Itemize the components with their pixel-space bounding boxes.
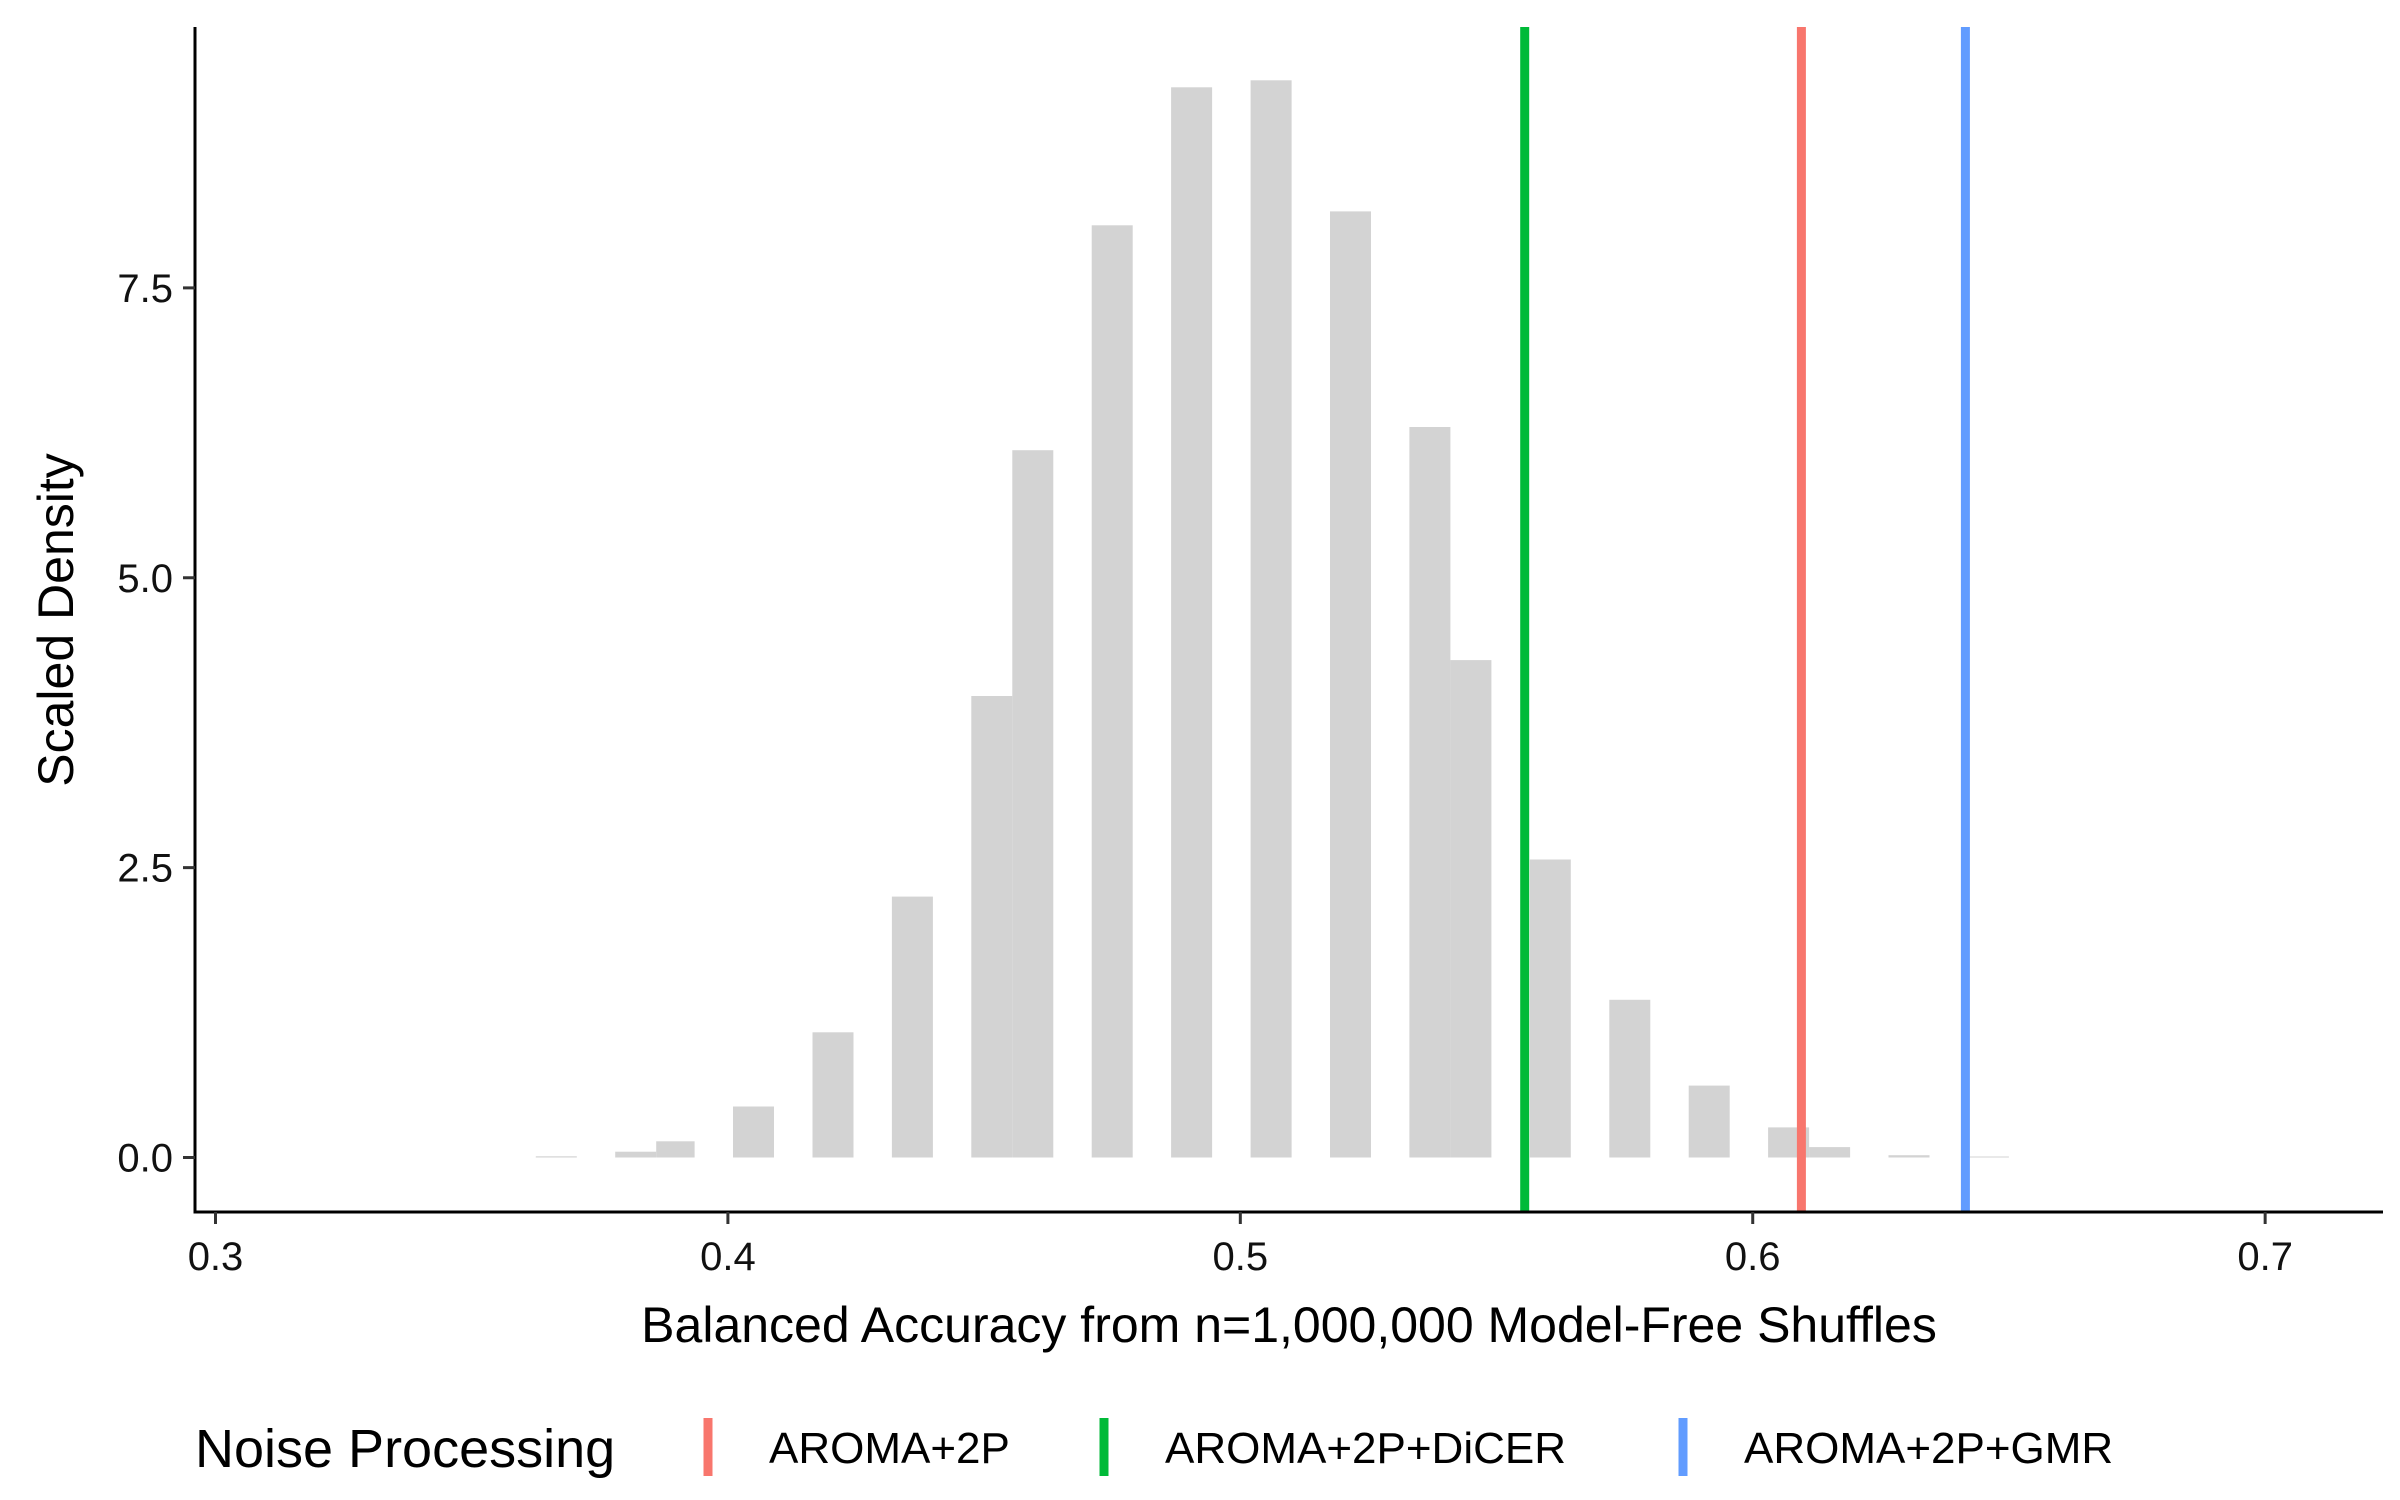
y-axis-ticks: 0.0 2.5 5.0 7.5 xyxy=(117,267,195,1181)
legend-items: AROMA+2P AROMA+2P+DiCER AROMA+2P+GMR xyxy=(703,1418,2113,1476)
legend: Noise Processing AROMA+2P AROMA+2P+DiCER A… xyxy=(195,1418,2113,1479)
histogram-bar-7 xyxy=(1012,450,1054,1158)
histogram-bar-15 xyxy=(1609,999,1651,1158)
y-tick-label-0: 0.0 xyxy=(117,1137,173,1181)
x-axis-title: Balanced Accuracy from n=1,000,000 Model… xyxy=(641,1297,1937,1353)
x-tick-label-2: 0.5 xyxy=(1213,1235,1269,1279)
legend-title: Noise Processing xyxy=(195,1419,615,1479)
histogram-bar-18 xyxy=(1809,1147,1851,1158)
x-axis-ticks: 0.3 0.4 0.5 0.6 0.7 xyxy=(188,1212,2293,1279)
histogram-bar-12 xyxy=(1409,427,1451,1158)
y-axis-title: Scaled Density xyxy=(28,453,84,787)
histogram-bar-2 xyxy=(656,1141,695,1158)
histogram-bar-1 xyxy=(615,1151,657,1158)
reference-lines xyxy=(1520,27,1970,1212)
x-tick-label-3: 0.6 xyxy=(1725,1235,1781,1279)
histogram-bar-5 xyxy=(891,896,933,1158)
histogram-bar-16 xyxy=(1688,1085,1730,1158)
histogram-bars xyxy=(535,80,2009,1158)
y-tick-label-2: 5.0 xyxy=(117,557,173,601)
histogram-bar-19 xyxy=(1888,1155,1930,1158)
histogram-bar-6 xyxy=(971,696,1013,1158)
legend-label-aroma-2p-gmr: AROMA+2P+GMR xyxy=(1744,1424,2113,1473)
histogram-bar-10 xyxy=(1250,80,1292,1158)
x-tick-label-1: 0.4 xyxy=(700,1235,756,1279)
histogram-bar-3 xyxy=(733,1106,774,1158)
histogram-bar-14 xyxy=(1529,859,1571,1158)
histogram-bar-13 xyxy=(1450,660,1492,1158)
histogram-bar-9 xyxy=(1171,87,1213,1158)
histogram-bar-0 xyxy=(535,1156,577,1158)
x-tick-label-4: 0.7 xyxy=(2237,1235,2293,1279)
histogram-bar-20 xyxy=(1967,1156,2009,1158)
histogram-bar-4 xyxy=(812,1032,854,1158)
histogram-bar-11 xyxy=(1330,211,1371,1158)
x-tick-label-0: 0.3 xyxy=(188,1235,244,1279)
legend-label-aroma-2p-dicer: AROMA+2P+DiCER xyxy=(1165,1424,1566,1473)
y-tick-label-1: 2.5 xyxy=(117,847,173,891)
histogram-bar-8 xyxy=(1091,225,1133,1158)
y-tick-label-3: 7.5 xyxy=(117,267,173,311)
legend-label-aroma-2p: AROMA+2P xyxy=(769,1424,1010,1473)
